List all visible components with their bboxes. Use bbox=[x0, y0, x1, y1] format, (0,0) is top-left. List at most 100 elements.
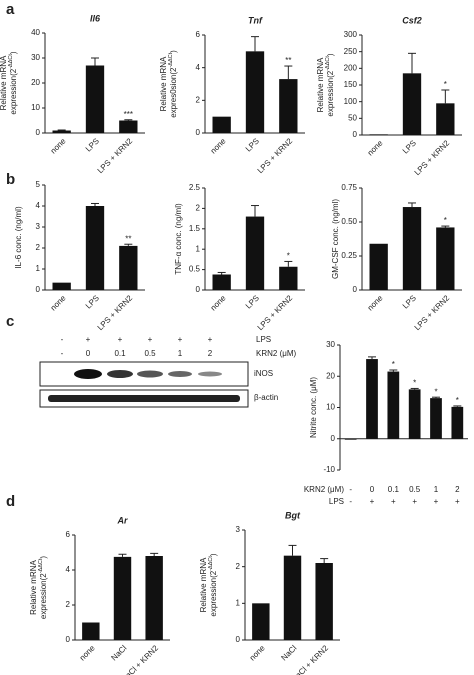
x-row-label: KRN2 (μM) bbox=[304, 485, 345, 494]
y-label-part: ) bbox=[169, 50, 178, 53]
y-label-line: expression(2-ΔΔCt) bbox=[8, 51, 18, 115]
bar bbox=[245, 51, 265, 134]
x-tick-label: 0.1 bbox=[388, 485, 400, 494]
y-tick-label: 1 bbox=[36, 264, 41, 273]
bar bbox=[369, 134, 388, 136]
error-bar bbox=[91, 202, 99, 206]
x-tick-label: none bbox=[49, 136, 68, 155]
bar bbox=[113, 556, 132, 640]
x-tick-label: + bbox=[455, 497, 460, 506]
panel-label: c bbox=[6, 313, 14, 330]
y-tick-label: 150 bbox=[344, 80, 358, 89]
band-label: iNOS bbox=[254, 369, 273, 378]
significance: * bbox=[444, 80, 447, 89]
chart-title: Tnf bbox=[248, 15, 263, 25]
chart-title: Il6 bbox=[90, 13, 101, 23]
y-label-part: ) bbox=[209, 553, 218, 556]
error-bar bbox=[408, 202, 416, 208]
bar bbox=[436, 227, 455, 290]
x-tick-label: 1 bbox=[434, 485, 439, 494]
western-blot bbox=[39, 361, 249, 408]
x-tick-label: LPS + KRN2 bbox=[256, 136, 295, 175]
y-tick-label: 50 bbox=[348, 113, 357, 122]
y-axis-label: Relative mRNA expression(2-ΔΔCt) bbox=[29, 556, 48, 620]
significance: * bbox=[392, 360, 395, 369]
bar bbox=[252, 603, 270, 640]
blot-krn2: 0.1 bbox=[114, 349, 126, 358]
blot-lps: + bbox=[118, 335, 123, 344]
x-tick-label: + bbox=[391, 497, 396, 506]
bar bbox=[279, 266, 298, 290]
error-bar bbox=[251, 36, 259, 52]
y-tick-label: 300 bbox=[344, 30, 358, 39]
significance: ** bbox=[125, 234, 131, 243]
band bbox=[137, 370, 163, 378]
error-bar bbox=[389, 369, 398, 372]
x-tick-label: 0.5 bbox=[409, 485, 421, 494]
y-tick-label: 100 bbox=[344, 97, 358, 106]
blot-krn2: 0 bbox=[86, 349, 91, 358]
y-axis-label: Relative mRNA expression(2-ΔΔCt) bbox=[316, 53, 335, 117]
bar bbox=[119, 120, 138, 133]
error-bar bbox=[118, 553, 127, 557]
y-tick-label: 40 bbox=[31, 28, 40, 37]
x-tick-label: none bbox=[248, 643, 267, 662]
bar bbox=[436, 103, 455, 135]
x-tick-label: LPS + KRN2 bbox=[256, 293, 295, 332]
panel-label: a bbox=[6, 1, 15, 18]
x-tick-label: none bbox=[209, 293, 228, 312]
y-tick-label: 0 bbox=[66, 635, 71, 644]
y-tick-label: -10 bbox=[323, 465, 335, 474]
y-axis-label: Nitrite conc. (μM) bbox=[309, 377, 318, 438]
error-bar bbox=[150, 552, 159, 556]
bar bbox=[279, 79, 298, 133]
blot-lps: - bbox=[61, 335, 64, 344]
blot-krn2: 0.5 bbox=[144, 349, 156, 358]
bar bbox=[369, 243, 388, 290]
blot-krn2: - bbox=[61, 349, 64, 358]
y-tick-label: 2 bbox=[66, 600, 71, 609]
significance: * bbox=[413, 379, 416, 388]
y-tick-label: 250 bbox=[344, 47, 358, 56]
y-tick-label: 0 bbox=[36, 285, 41, 294]
y-label-part: ) bbox=[326, 53, 335, 56]
x-tick-label: LPS bbox=[244, 137, 261, 154]
y-tick-label: 0 bbox=[331, 434, 336, 443]
error-bar bbox=[441, 89, 450, 104]
y-label-sup: -ΔΔCt bbox=[208, 556, 214, 571]
y-tick-label: 4 bbox=[66, 565, 71, 574]
x-tick-label: LPS + KRN2 bbox=[96, 293, 135, 332]
y-label-part: expression(2 bbox=[9, 68, 18, 114]
x-tick-label: 2 bbox=[455, 485, 460, 494]
bar bbox=[402, 73, 422, 135]
bar bbox=[82, 622, 100, 640]
y-tick-label: 1 bbox=[236, 598, 241, 607]
chart-title: Csf2 bbox=[402, 15, 422, 25]
y-label-sup: -ΔΔCt bbox=[38, 558, 44, 573]
blot-label: LPS bbox=[256, 335, 271, 344]
x-tick-label: LPS + KRN2 bbox=[413, 138, 452, 177]
y-axis-label: Relative mRNA expression(2-ΔΔCt) bbox=[0, 51, 18, 115]
y-tick-label: 2 bbox=[36, 243, 41, 252]
y-tick-label: 20 bbox=[326, 371, 335, 380]
bar bbox=[212, 116, 231, 133]
x-tick-label: none bbox=[78, 643, 97, 662]
y-label-line: Relative mRNA bbox=[0, 55, 8, 110]
y-label-part: expression(2 bbox=[39, 573, 48, 619]
x-tick-label: NaCl bbox=[279, 643, 298, 662]
x-tick-label: LPS bbox=[401, 139, 418, 156]
x-tick-label: none bbox=[49, 293, 68, 312]
y-label-line: expression(2-ΔΔCt) bbox=[38, 556, 48, 620]
bar bbox=[145, 556, 163, 640]
bar bbox=[119, 245, 138, 290]
x-tick-label: LPS bbox=[84, 137, 101, 154]
y-axis-label: Relative mRNA expres0sion(2-ΔΔCt) bbox=[159, 50, 178, 118]
bar bbox=[85, 65, 105, 133]
y-tick-label: 6 bbox=[196, 30, 201, 39]
y-tick-label: 1.5 bbox=[189, 224, 201, 233]
y-tick-label: 2 bbox=[236, 562, 241, 571]
x-tick-label: none bbox=[209, 136, 228, 155]
bar bbox=[366, 359, 378, 439]
error-bar bbox=[453, 405, 462, 407]
